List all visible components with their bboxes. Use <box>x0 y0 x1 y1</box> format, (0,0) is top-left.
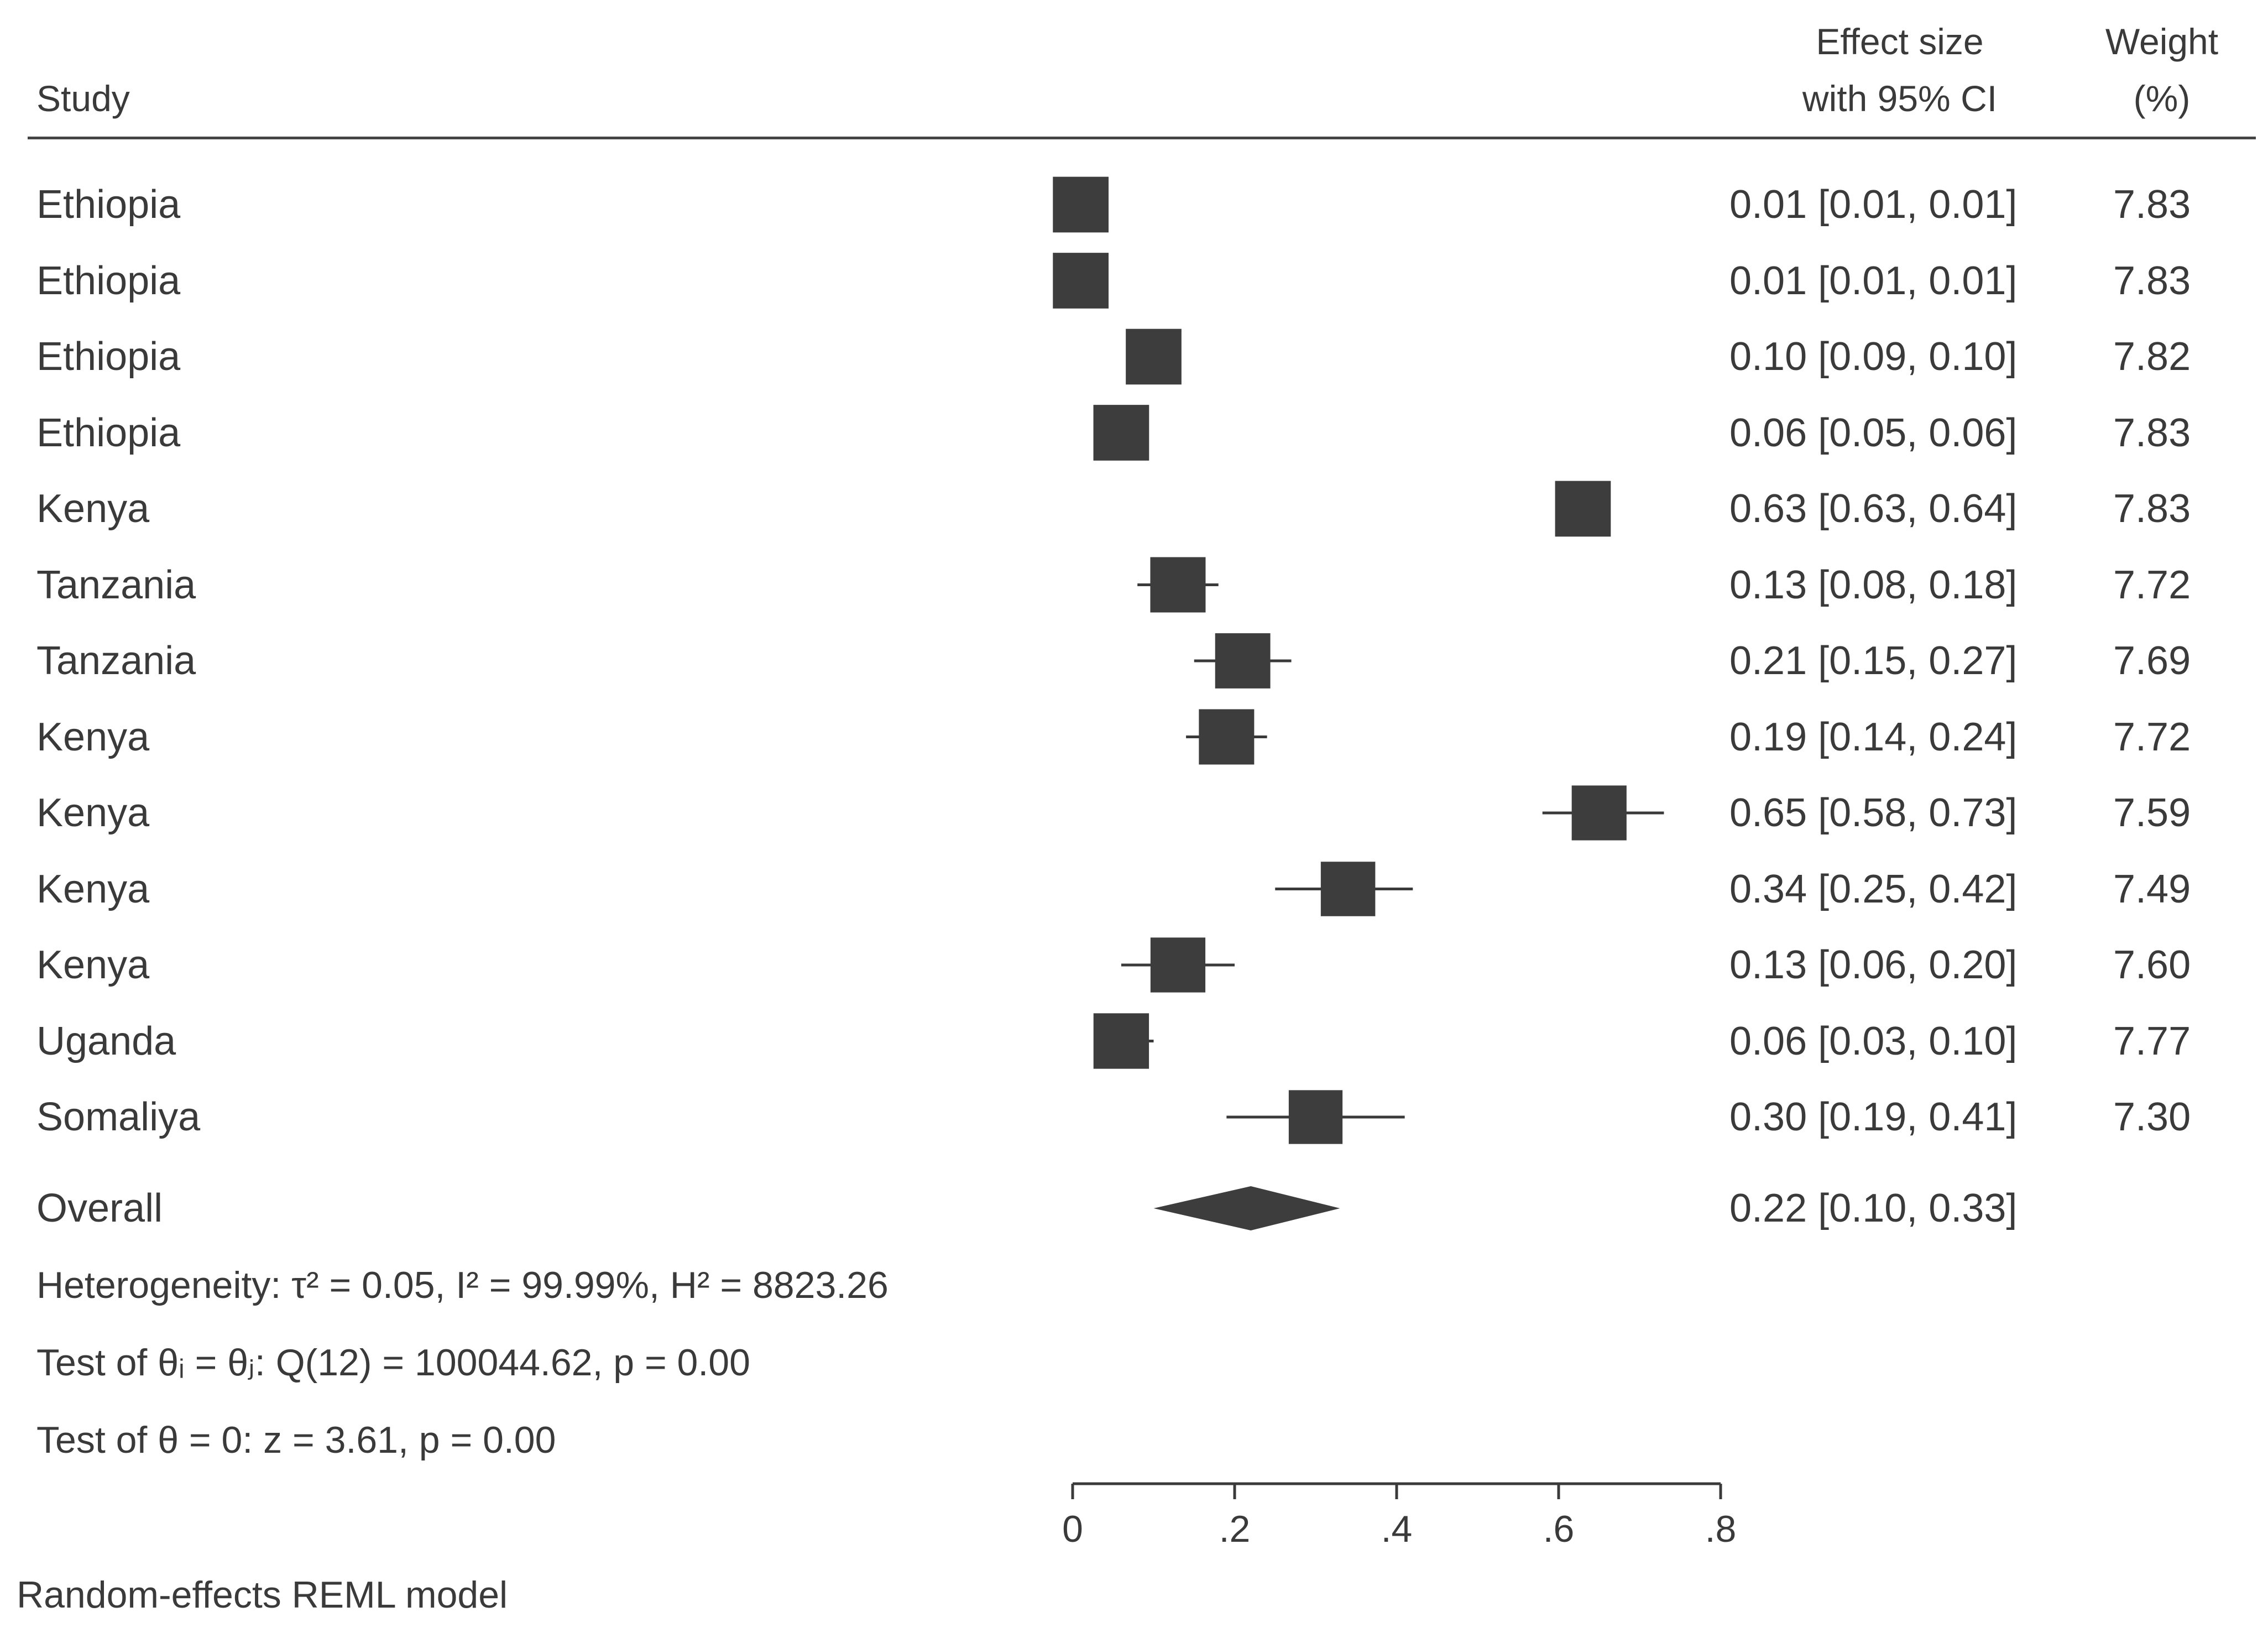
weight-text: 7.72 <box>2113 562 2191 607</box>
weight-header-line1: Weight <box>2105 21 2219 62</box>
effect-marker <box>1199 709 1255 765</box>
study-label: Ethiopia <box>36 410 181 455</box>
weight-text: 7.77 <box>2113 1019 2191 1063</box>
effect-size-header-line1: Effect size <box>1816 21 1984 62</box>
effect-marker <box>1288 1090 1343 1144</box>
weight-text: 7.60 <box>2113 943 2191 987</box>
effect-size-text: 0.10 [0.09, 0.10] <box>1729 335 2018 379</box>
effect-marker <box>1053 176 1109 233</box>
overall-effect-text: 0.22 [0.10, 0.33] <box>1729 1186 2018 1230</box>
effect-size-header-line2: with 95% CI <box>1802 78 1998 119</box>
effect-size-text: 0.19 [0.14, 0.24] <box>1729 714 2018 759</box>
study-label: Uganda <box>36 1019 176 1063</box>
effect-size-text: 0.34 [0.25, 0.42] <box>1729 867 2018 911</box>
effect-marker <box>1150 557 1206 613</box>
overall-label: Overall <box>36 1186 163 1230</box>
weight-text: 7.69 <box>2113 639 2191 683</box>
effect-marker <box>1150 937 1206 993</box>
study-label: Tanzania <box>36 562 196 607</box>
effect-size-text: 0.30 [0.19, 0.41] <box>1729 1095 2018 1139</box>
model-label: Random-effects REML model <box>17 1574 508 1616</box>
effect-size-text: 0.63 [0.63, 0.64] <box>1729 487 2018 531</box>
weight-text: 7.59 <box>2113 791 2191 835</box>
weight-text: 7.83 <box>2113 487 2191 531</box>
x-tick-label: 0 <box>1062 1508 1083 1550</box>
effect-size-text: 0.06 [0.05, 0.06] <box>1729 410 2018 455</box>
study-label: Kenya <box>36 487 150 531</box>
effect-size-text: 0.65 [0.58, 0.73] <box>1729 791 2018 835</box>
header-rule <box>28 137 2256 139</box>
effect-marker <box>1093 405 1149 461</box>
weight-text: 7.49 <box>2113 867 2191 911</box>
study-label: Ethiopia <box>36 258 181 303</box>
effect-marker <box>1571 785 1627 841</box>
effect-size-text: 0.13 [0.06, 0.20] <box>1729 943 2018 987</box>
homogeneity-test: Test of θᵢ = θⱼ: Q(12) = 100044.62, p = … <box>36 1342 750 1384</box>
study-label: Ethiopia <box>36 182 181 227</box>
x-tick-label: .2 <box>1219 1508 1251 1550</box>
weight-text: 7.83 <box>2113 410 2191 455</box>
weight-header-line2: (%) <box>2133 78 2191 119</box>
study-label: Kenya <box>36 867 150 911</box>
study-label: Kenya <box>36 714 150 759</box>
study-label: Kenya <box>36 791 150 835</box>
study-label: Somaliya <box>36 1095 201 1139</box>
effect-size-text: 0.01 [0.01, 0.01] <box>1729 182 2018 227</box>
effect-marker <box>1555 481 1611 537</box>
effect-marker <box>1093 1013 1149 1069</box>
weight-text: 7.83 <box>2113 258 2191 303</box>
effect-size-text: 0.21 [0.15, 0.27] <box>1729 639 2018 683</box>
x-tick-label: .6 <box>1543 1508 1575 1550</box>
effect-size-text: 0.13 [0.08, 0.18] <box>1729 562 2018 607</box>
heterogeneity-stat: Heterogeneity: τ² = 0.05, I² = 99.99%, H… <box>36 1264 889 1306</box>
effect-marker <box>1215 633 1271 688</box>
study-label: Kenya <box>36 943 150 987</box>
x-tick-label: .4 <box>1381 1508 1413 1550</box>
effect-size-text: 0.06 [0.03, 0.10] <box>1729 1019 2018 1063</box>
weight-text: 7.72 <box>2113 714 2191 759</box>
weight-text: 7.83 <box>2113 182 2191 227</box>
weight-text: 7.82 <box>2113 335 2191 379</box>
study-label: Ethiopia <box>36 335 181 379</box>
effect-marker <box>1126 328 1182 385</box>
overall-effect-test: Test of θ = 0: z = 3.61, p = 0.00 <box>36 1419 556 1461</box>
overall-diamond <box>1153 1186 1340 1230</box>
x-tick-label: .8 <box>1705 1508 1737 1550</box>
effect-marker <box>1320 862 1376 916</box>
effect-marker <box>1053 253 1109 309</box>
effect-size-text: 0.01 [0.01, 0.01] <box>1729 258 2018 303</box>
study-column-header: Study <box>36 78 130 119</box>
study-label: Tanzania <box>36 639 196 683</box>
weight-text: 7.30 <box>2113 1095 2191 1139</box>
